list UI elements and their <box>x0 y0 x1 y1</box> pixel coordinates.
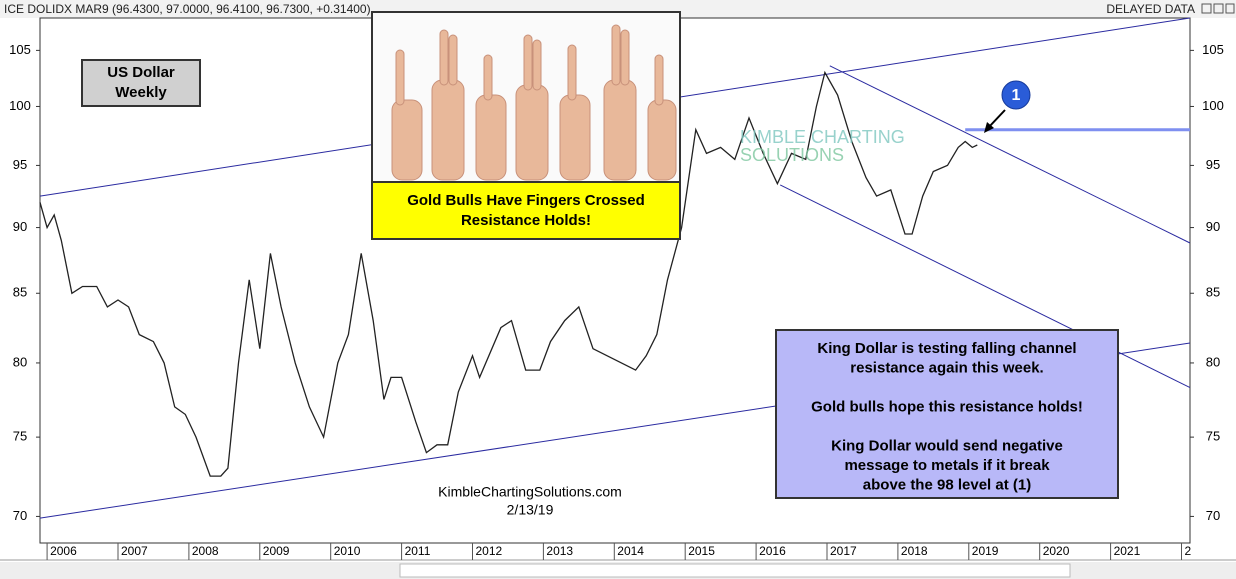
x-tick-label: 2007 <box>121 544 148 558</box>
watermark: KIMBLE CHARTING <box>740 127 905 147</box>
x-tick-label: 2016 <box>759 544 786 558</box>
x-tick-label: 2012 <box>475 544 502 558</box>
trendline <box>779 184 1191 389</box>
note: King Dollar is testing falling channel re… <box>811 340 1083 494</box>
button[interactable] <box>1225 3 1235 14</box>
y-tick-label: 80 <box>13 354 27 369</box>
x-tick-label: 2018 <box>901 544 928 558</box>
x-tick-label: 2015 <box>688 544 715 558</box>
caption-box <box>371 181 681 240</box>
x-tick-label: 2 <box>1184 544 1191 558</box>
trendline <box>829 65 1191 244</box>
title-line: US Dollar <box>107 64 175 81</box>
x-tick-label: 2014 <box>617 544 644 558</box>
caption-line: Resistance Holds! <box>461 212 591 229</box>
x-tick-label: 2006 <box>50 544 77 558</box>
y-tick-label: 70 <box>1206 508 1220 523</box>
note-line: resistance again this week. <box>850 359 1043 376</box>
price-line <box>39 70 978 477</box>
x-tick-label: 2020 <box>1043 544 1070 558</box>
y-tick-label: 85 <box>13 285 27 300</box>
caption-line: Gold Bulls Have Fingers Crossed <box>407 192 645 209</box>
y-tick-label: 75 <box>13 429 27 444</box>
x-tick-label: 2019 <box>972 544 999 558</box>
plot: 70 70 75 75 80 80 85 85 90 90 95 95 100 100 105 105 2006… <box>9 17 1224 560</box>
y-tick-label: 85 <box>1206 285 1220 300</box>
note-line: King Dollar would send negative <box>831 437 1063 454</box>
x-tick-label: 2009 <box>263 544 290 558</box>
y-tick-label: 80 <box>1206 354 1220 369</box>
title-line: Weekly <box>115 84 167 101</box>
fingers-picture <box>371 11 681 183</box>
y-tick-label: 100 <box>9 98 31 113</box>
note-line: King Dollar is testing falling channel <box>817 340 1076 357</box>
y-tick-label: 100 <box>1202 98 1224 113</box>
source: KimbleChartingSolutions.com <box>438 484 622 500</box>
button[interactable] <box>1201 3 1212 14</box>
callout-arrowhead <box>984 122 994 133</box>
note-box <box>775 329 1119 499</box>
y-tick-label: 75 <box>1206 429 1220 444</box>
header-right: DELAYED DATA <box>1106 2 1195 16</box>
header: ICE DOLIDX MAR9 (96.4300, 97.0000, 96.41… <box>4 2 371 16</box>
x-tick-label: 2013 <box>546 544 573 558</box>
y-tick-label: 95 <box>13 157 27 172</box>
y-tick-label: 95 <box>1206 157 1220 172</box>
y-tick-label: 70 <box>13 508 27 523</box>
y-tick-label: 105 <box>9 42 31 57</box>
x-tick-label: 2011 <box>405 544 431 558</box>
callout-arrow <box>987 109 1006 129</box>
x-tick-label: 2021 <box>1114 544 1141 558</box>
header-bar <box>0 0 1236 18</box>
date: 2/13/19 <box>507 502 554 518</box>
note-line: message to metals if it break <box>844 457 1050 474</box>
x-tick-label: 2008 <box>192 544 219 558</box>
title-box <box>81 59 201 107</box>
button[interactable] <box>1213 3 1224 14</box>
y-tick-label: 105 <box>1202 42 1224 57</box>
y-tick-label: 90 <box>13 219 27 234</box>
x-tick-label: 2017 <box>830 544 857 558</box>
callout-label: 1 <box>1012 87 1021 104</box>
scroll-thumb[interactable] <box>399 563 1071 578</box>
window-buttons[interactable] <box>1201 3 1235 14</box>
callout-circle <box>1001 80 1031 110</box>
watermark: SOLUTIONS <box>740 145 844 165</box>
note-line: Gold bulls hope this resistance holds! <box>811 398 1083 415</box>
y-tick-label: 90 <box>1206 219 1220 234</box>
x-tick-label: 2010 <box>334 544 361 558</box>
note-line: above the 98 level at (1) <box>863 476 1031 493</box>
